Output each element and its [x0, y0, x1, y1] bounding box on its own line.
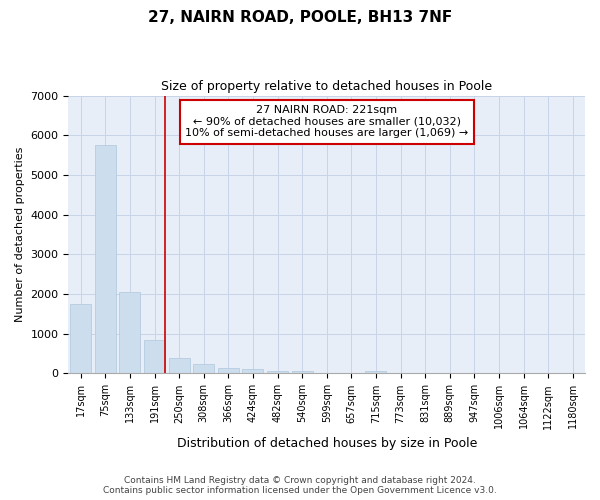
Bar	[267, 371, 288, 374]
Bar	[193, 364, 214, 374]
Bar	[169, 358, 190, 374]
Bar	[144, 340, 165, 374]
Text: 27, NAIRN ROAD, POOLE, BH13 7NF: 27, NAIRN ROAD, POOLE, BH13 7NF	[148, 10, 452, 25]
Bar	[218, 368, 239, 374]
Bar	[365, 372, 386, 374]
Text: 27 NAIRN ROAD: 221sqm
← 90% of detached houses are smaller (10,032)
10% of semi-: 27 NAIRN ROAD: 221sqm ← 90% of detached …	[185, 106, 469, 138]
Y-axis label: Number of detached properties: Number of detached properties	[15, 147, 25, 322]
Bar	[292, 372, 313, 374]
Text: Contains HM Land Registry data © Crown copyright and database right 2024.
Contai: Contains HM Land Registry data © Crown c…	[103, 476, 497, 495]
Title: Size of property relative to detached houses in Poole: Size of property relative to detached ho…	[161, 80, 492, 93]
X-axis label: Distribution of detached houses by size in Poole: Distribution of detached houses by size …	[176, 437, 477, 450]
Bar	[242, 370, 263, 374]
Bar	[95, 145, 116, 374]
Bar	[119, 292, 140, 374]
Bar	[70, 304, 91, 374]
